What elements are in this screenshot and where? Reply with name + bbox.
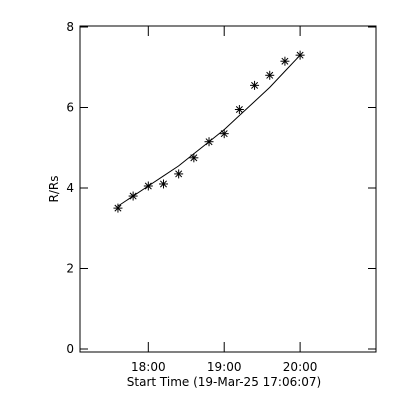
x-axis-label: Start Time (19-Mar-25 17:06:07) xyxy=(127,375,321,389)
y-tick-label: 8 xyxy=(66,20,74,34)
data-point xyxy=(113,203,123,213)
data-point xyxy=(250,80,260,90)
y-tick-label: 0 xyxy=(66,342,74,356)
y-axis-label: R/Rs xyxy=(47,176,61,203)
x-tick-label: 20:00 xyxy=(283,360,318,374)
fit-curve xyxy=(117,54,301,207)
y-tick-label: 2 xyxy=(66,262,74,276)
data-point xyxy=(280,56,290,66)
y-tick-label: 4 xyxy=(66,181,74,195)
data-point xyxy=(158,179,168,189)
y-tick-label: 6 xyxy=(66,101,74,115)
x-tick-label: 18:00 xyxy=(131,360,166,374)
data-point xyxy=(174,169,184,179)
data-point xyxy=(189,153,199,163)
data-point xyxy=(265,70,275,80)
x-tick-label: 19:00 xyxy=(207,360,242,374)
data-point xyxy=(219,129,229,139)
data-point xyxy=(234,105,244,115)
plot-frame xyxy=(79,25,377,353)
